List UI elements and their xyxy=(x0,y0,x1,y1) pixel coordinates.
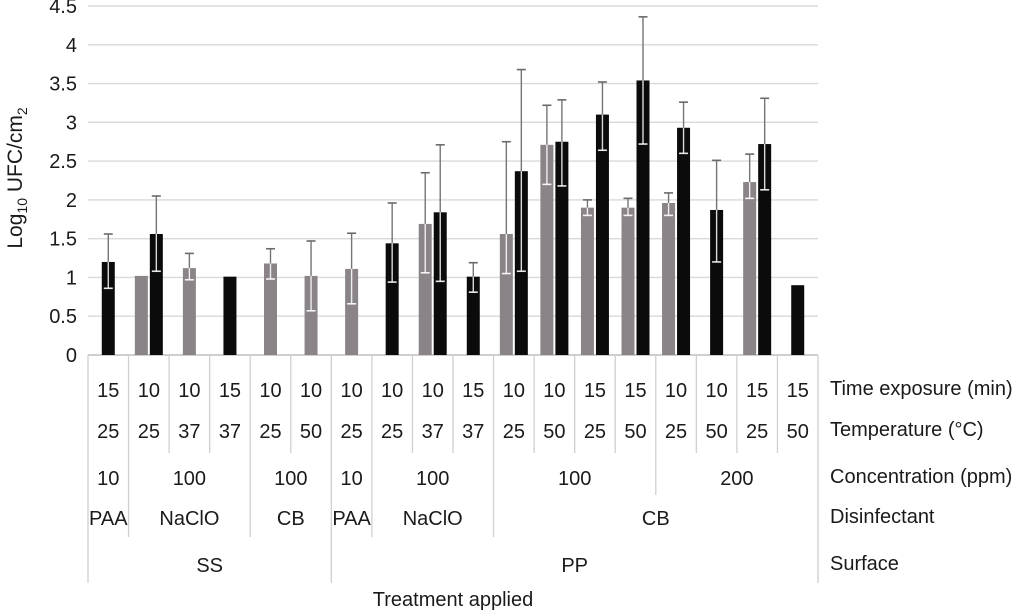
bar-gray xyxy=(499,234,513,355)
group-label-concentration: 10 xyxy=(97,468,119,490)
row-label-time-exposure: Time exposure (min) xyxy=(830,378,1013,400)
col-label-time: 10 xyxy=(543,380,565,402)
col-label-time: 15 xyxy=(746,380,768,402)
y-tick-label: 4 xyxy=(66,35,77,57)
col-label-temperature: 37 xyxy=(422,421,444,443)
col-label-time: 10 xyxy=(422,380,444,402)
col-label-temperature: 25 xyxy=(503,421,525,443)
col-label-temperature: 25 xyxy=(665,421,687,443)
bar-gray xyxy=(580,207,594,355)
col-label-temperature: 50 xyxy=(705,421,727,443)
y-tick-label: 0.5 xyxy=(49,306,77,328)
y-axis-title-prefix: Log xyxy=(4,213,27,249)
col-label-time: 10 xyxy=(138,380,160,402)
col-label-temperature: 50 xyxy=(543,421,565,443)
col-label-temperature: 37 xyxy=(178,421,200,443)
col-label-temperature: 50 xyxy=(624,421,646,443)
group-label-surface: PP xyxy=(561,555,588,577)
y-tick-label: 2.5 xyxy=(49,151,77,173)
group-label-concentration: 100 xyxy=(558,468,591,490)
col-label-time: 15 xyxy=(462,380,484,402)
row-label-temperature: Temperature (°C) xyxy=(830,419,984,441)
bar-gray xyxy=(182,268,196,355)
bar-gray xyxy=(540,144,554,355)
y-tick-label: 1.5 xyxy=(49,229,77,251)
bar-black xyxy=(595,114,609,355)
col-label-time: 10 xyxy=(178,380,200,402)
col-label-temperature: 25 xyxy=(97,421,119,443)
y-tick-label: 3 xyxy=(66,112,77,134)
col-label-temperature: 25 xyxy=(138,421,160,443)
bar-gray xyxy=(345,268,359,355)
bar-black xyxy=(555,141,569,355)
bar-black xyxy=(791,285,805,355)
group-label-surface: SS xyxy=(196,555,223,577)
y-tick-label: 1 xyxy=(66,267,77,289)
y-axis-title-units: UFC/cm xyxy=(4,115,27,198)
bar-black xyxy=(677,127,691,355)
bar-black xyxy=(433,212,447,355)
row-label-concentration: Concentration (ppm) xyxy=(830,466,1013,488)
group-label-concentration: 100 xyxy=(416,468,449,490)
col-label-time: 10 xyxy=(665,380,687,402)
x-axis-title: Treatment applied xyxy=(372,589,534,611)
group-label-concentration: 100 xyxy=(274,468,307,490)
col-label-temperature: 25 xyxy=(259,421,281,443)
y-axis-title-sub10: 10 xyxy=(14,198,31,214)
y-tick-label: 0 xyxy=(66,345,77,367)
bar-gray xyxy=(418,223,432,355)
bar-gray xyxy=(304,275,318,355)
group-label-concentration: 100 xyxy=(173,468,206,490)
col-label-temperature: 25 xyxy=(340,421,362,443)
row-label-surface: Surface xyxy=(830,553,899,575)
col-label-temperature: 25 xyxy=(584,421,606,443)
bar-black xyxy=(636,80,650,355)
y-tick-label: 2 xyxy=(66,190,77,212)
group-label-disinfectant: CB xyxy=(642,508,670,530)
group-label-concentration: 200 xyxy=(720,468,753,490)
bar-black xyxy=(710,209,724,355)
col-label-time: 15 xyxy=(219,380,241,402)
group-label-disinfectant: NaClO xyxy=(403,508,463,530)
col-label-time: 10 xyxy=(381,380,403,402)
y-tick-label: 3.5 xyxy=(49,74,77,96)
col-label-time: 10 xyxy=(300,380,322,402)
col-label-time: 15 xyxy=(787,380,809,402)
col-label-time: 10 xyxy=(340,380,362,402)
y-axis-title: Log10 UFC/cm2 xyxy=(4,28,44,328)
bar-black xyxy=(223,276,237,355)
col-label-temperature: 50 xyxy=(787,421,809,443)
col-label-temperature: 25 xyxy=(746,421,768,443)
col-label-time: 15 xyxy=(584,380,606,402)
col-label-time: 15 xyxy=(97,380,119,402)
bar-black xyxy=(385,243,399,355)
bar-black xyxy=(758,144,772,355)
col-label-temperature: 50 xyxy=(300,421,322,443)
bar-black xyxy=(149,234,163,355)
group-label-disinfectant: NaClO xyxy=(159,508,219,530)
col-label-temperature: 37 xyxy=(462,421,484,443)
bar-gray xyxy=(134,275,148,355)
y-axis-title-sub2: 2 xyxy=(14,107,31,116)
group-label-disinfectant: PAA xyxy=(89,508,128,530)
col-label-time: 10 xyxy=(503,380,525,402)
bar-gray xyxy=(662,202,676,355)
y-tick-label: 4.5 xyxy=(49,0,77,18)
bar-gray xyxy=(743,182,757,355)
col-label-temperature: 25 xyxy=(381,421,403,443)
col-label-time: 15 xyxy=(624,380,646,402)
col-label-temperature: 37 xyxy=(219,421,241,443)
col-label-time: 10 xyxy=(705,380,727,402)
col-label-time: 10 xyxy=(259,380,281,402)
bar-gray xyxy=(264,263,277,355)
bar-gray xyxy=(621,207,635,355)
bar-black xyxy=(466,276,480,355)
row-label-disinfectant: Disinfectant xyxy=(830,506,935,528)
group-label-disinfectant: CB xyxy=(277,508,305,530)
bar-black xyxy=(101,261,115,355)
group-label-concentration: 10 xyxy=(340,468,362,490)
group-label-disinfectant: PAA xyxy=(332,508,371,530)
